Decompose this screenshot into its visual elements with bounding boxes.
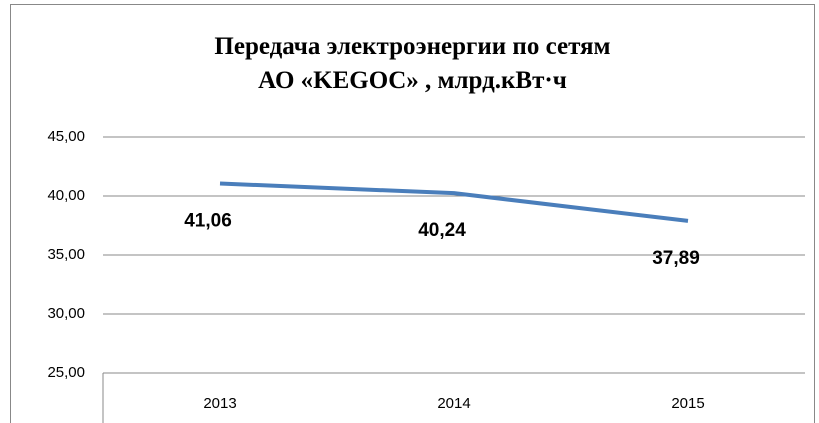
data-label: 37,89 <box>652 248 700 269</box>
y-tick-label: 35,00 <box>47 246 85 263</box>
y-tick-label: 25,00 <box>47 364 85 381</box>
x-tick-label: 2015 <box>671 395 704 412</box>
data-line <box>219 181 689 223</box>
y-tick-label: 45,00 <box>47 128 85 145</box>
x-tick-label: 2014 <box>437 395 470 412</box>
data-label: 41,06 <box>184 211 232 232</box>
y-tick-label: 40,00 <box>47 187 85 204</box>
chart-border <box>10 4 815 423</box>
y-tick-label: 30,00 <box>47 305 85 322</box>
x-tick-label: 2013 <box>203 395 236 412</box>
data-label: 40,24 <box>418 220 466 241</box>
chart-title: Передача электроэнергии по сетям АО «KEG… <box>214 33 611 94</box>
